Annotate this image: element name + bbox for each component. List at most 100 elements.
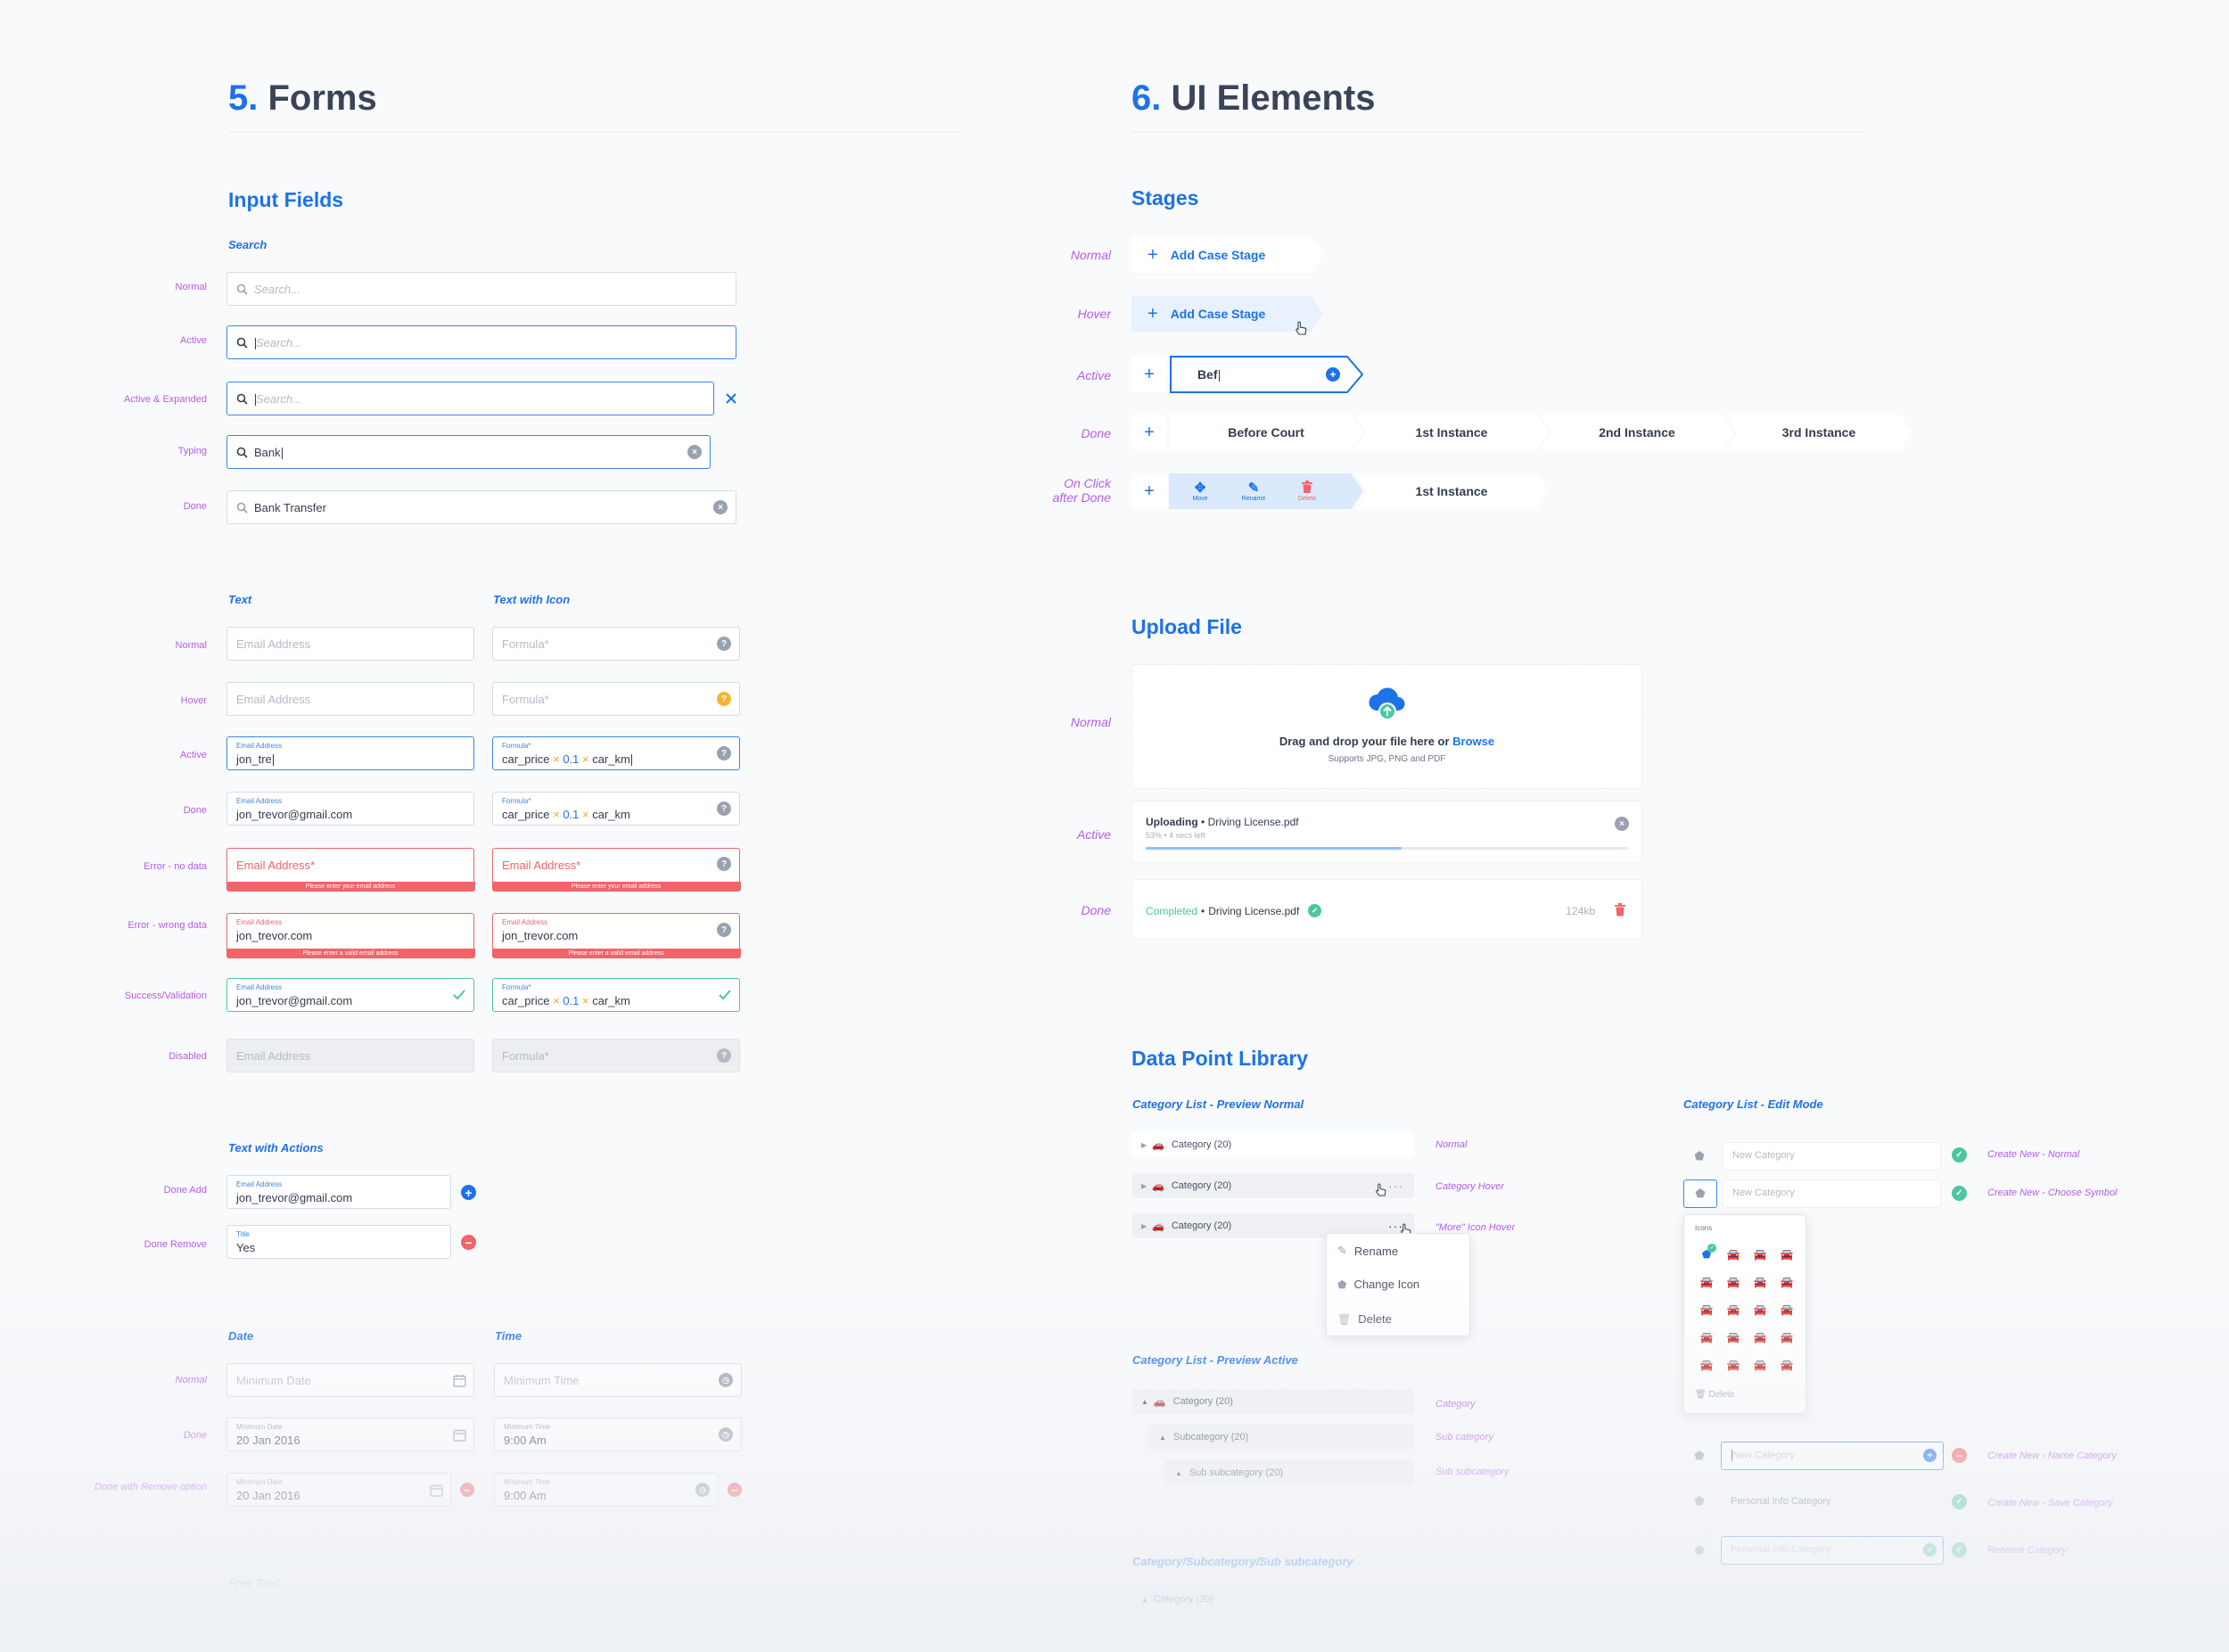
search-input-typing[interactable]: Bank × bbox=[226, 435, 711, 469]
car-icon[interactable]: 🚘 bbox=[1780, 1247, 1794, 1261]
remove-icon[interactable]: − bbox=[460, 1483, 474, 1497]
car-icon[interactable]: 🚘 bbox=[1726, 1303, 1740, 1316]
time-field-done[interactable]: Minimum Time 9:00 Am ◷ bbox=[494, 1418, 742, 1451]
subsubcategory-row[interactable]: ▲ Sub subcategory (20) bbox=[1164, 1460, 1414, 1485]
stage-1st-instance[interactable]: 1st Instance bbox=[1354, 473, 1549, 509]
pentagon-icon[interactable]: ⬟ bbox=[1683, 1179, 1717, 1208]
menu-item-delete[interactable]: 🗑 Delete bbox=[1337, 1312, 1392, 1326]
stage-before-court[interactable]: Before Court bbox=[1169, 415, 1363, 450]
car-icon[interactable]: 🚘 bbox=[1753, 1247, 1767, 1261]
formula-field-done[interactable]: Formula* car_price × 0.1 × car_km? bbox=[492, 792, 740, 826]
help-icon[interactable]: ? bbox=[717, 692, 731, 706]
time-field-remove[interactable]: Minimum Time 9:00 Am ◷ bbox=[494, 1473, 719, 1507]
help-icon[interactable]: ? bbox=[717, 637, 731, 651]
email-field-done-add[interactable]: Email Address jon_trevor@gmail.com bbox=[226, 1175, 451, 1209]
car-icon[interactable]: 🚘 bbox=[1753, 1358, 1767, 1371]
car-icon[interactable]: 🚘 bbox=[1753, 1303, 1767, 1316]
stage-input-active[interactable]: Bef + bbox=[1169, 355, 1365, 394]
title-field-done-remove[interactable]: Title Yes bbox=[226, 1225, 451, 1259]
new-category-name-input[interactable]: New Category + bbox=[1721, 1442, 1944, 1470]
help-icon[interactable]: ? bbox=[717, 923, 731, 937]
car-icon[interactable]: 🚘 bbox=[1753, 1275, 1767, 1288]
remove-icon[interactable]: − bbox=[461, 1235, 476, 1250]
check-circle-icon[interactable]: ✓ bbox=[1923, 1543, 1937, 1557]
car-icon[interactable]: 🚘 bbox=[1699, 1330, 1714, 1344]
clock-icon[interactable]: ◷ bbox=[719, 1427, 733, 1442]
date-field-remove[interactable]: Minimum Date 20 Jan 2016 bbox=[226, 1473, 451, 1507]
browse-link[interactable]: Browse bbox=[1452, 735, 1495, 748]
personal-info-category[interactable]: Personal Info Category bbox=[1731, 1496, 1831, 1507]
car-icon[interactable]: 🚘 bbox=[1780, 1303, 1794, 1316]
trash-icon[interactable] bbox=[1613, 901, 1627, 917]
picker-delete[interactable]: 🗑 Delete bbox=[1695, 1390, 1735, 1400]
rename-action[interactable]: ✎ Rename bbox=[1241, 480, 1266, 502]
upload-dropzone[interactable]: Drag and drop your file here or Browse S… bbox=[1131, 664, 1642, 789]
add-circle-icon[interactable]: + bbox=[1326, 367, 1340, 382]
calendar-icon[interactable] bbox=[429, 1483, 443, 1497]
calendar-icon[interactable] bbox=[452, 1373, 466, 1387]
clear-icon[interactable]: × bbox=[713, 500, 728, 514]
car-icon[interactable]: 🚘 bbox=[1699, 1275, 1714, 1288]
add-case-stage-button-hover[interactable]: + Add Case Stage bbox=[1131, 296, 1323, 332]
email-field-success[interactable]: Email Address jon_trevor@gmail.com bbox=[226, 978, 474, 1012]
remove-icon[interactable]: − bbox=[1952, 1448, 1967, 1463]
formula-field-success[interactable]: Formula* car_price × 0.1 × car_km bbox=[492, 978, 740, 1012]
menu-item-rename[interactable]: ✎ Rename bbox=[1337, 1244, 1399, 1258]
subcategory-row[interactable]: ▲ Subcategory (20) bbox=[1148, 1425, 1414, 1450]
add-icon[interactable]: + bbox=[461, 1185, 476, 1200]
close-icon[interactable] bbox=[722, 390, 740, 407]
remove-icon[interactable]: − bbox=[728, 1483, 742, 1497]
car-icon[interactable]: 🚘 bbox=[1780, 1330, 1794, 1344]
pentagon-icon[interactable]: ⬟ bbox=[1694, 1149, 1705, 1163]
time-field-normal[interactable]: Minimum Time ◷ bbox=[494, 1363, 742, 1397]
car-icon[interactable]: 🚘 bbox=[1726, 1275, 1740, 1288]
email-field-done[interactable]: Email Address jon_trevor@gmail.com bbox=[226, 792, 474, 826]
stage-3rd-instance[interactable]: 3rd Instance bbox=[1725, 415, 1912, 450]
formula-field-normal[interactable]: Formula*? bbox=[492, 627, 740, 661]
car-icon[interactable]: 🚘 bbox=[1699, 1358, 1714, 1371]
stage-2nd-instance[interactable]: 2nd Instance bbox=[1540, 415, 1734, 450]
check-circle-icon[interactable]: ✓ bbox=[1952, 1186, 1967, 1201]
add-stage-button[interactable]: + bbox=[1131, 415, 1167, 450]
stage-1st-instance[interactable]: 1st Instance bbox=[1354, 415, 1549, 450]
clock-icon[interactable]: ◷ bbox=[695, 1483, 710, 1497]
new-category-input[interactable]: New Category bbox=[1723, 1179, 1941, 1208]
check-circle-icon[interactable]: ✓ bbox=[1952, 1542, 1967, 1557]
car-icon[interactable]: 🚘 bbox=[1753, 1330, 1767, 1344]
date-field-done[interactable]: Minimum Date 20 Jan 2016 bbox=[226, 1418, 474, 1451]
clock-icon[interactable]: ◷ bbox=[719, 1373, 733, 1387]
rename-category-input[interactable]: Personal Info Category ✓ bbox=[1721, 1536, 1944, 1565]
car-icon[interactable]: 🚘 bbox=[1780, 1358, 1794, 1371]
selected-pentagon-icon[interactable]: ⬟ ✓ bbox=[1702, 1243, 1717, 1261]
pentagon-icon[interactable]: ⬟ bbox=[1694, 1449, 1705, 1462]
car-icon[interactable]: 🚘 bbox=[1699, 1303, 1714, 1316]
car-icon[interactable]: 🚘 bbox=[1726, 1247, 1740, 1261]
formula-field-error-empty[interactable]: Email Address*? Please enter your email a… bbox=[491, 848, 741, 892]
car-icon[interactable]: 🚘 bbox=[1726, 1358, 1740, 1371]
formula-field-error-invalid[interactable]: Email Address jon_trevor.com? Please enter… bbox=[491, 913, 741, 958]
car-icon[interactable]: 🚘 bbox=[1780, 1275, 1794, 1288]
new-category-input[interactable]: New Category bbox=[1723, 1142, 1941, 1171]
check-circle-icon[interactable]: ✓ bbox=[1952, 1494, 1967, 1509]
help-icon[interactable]: ? bbox=[717, 857, 731, 871]
email-field-normal[interactable]: Email Address bbox=[226, 627, 474, 661]
category-row[interactable]: ▶ 🚗 Category (20) bbox=[1132, 1132, 1414, 1157]
search-input-active[interactable]: Search... bbox=[226, 325, 736, 359]
cancel-icon[interactable]: × bbox=[1615, 817, 1629, 831]
search-input-done[interactable]: Bank Transfer × bbox=[226, 490, 736, 524]
add-case-stage-button[interactable]: + Add Case Stage bbox=[1131, 237, 1323, 273]
category-row-hover[interactable]: ▶ 🚗 Category (20) ··· bbox=[1132, 1173, 1414, 1198]
calendar-icon[interactable] bbox=[452, 1427, 466, 1442]
add-circle-icon[interactable]: + bbox=[1923, 1449, 1937, 1462]
search-input-expanded[interactable]: Search... bbox=[226, 382, 714, 415]
category-row-active[interactable]: ▲ 🚗 Category (20) bbox=[1132, 1389, 1414, 1414]
email-field-active[interactable]: Email Address jon_tre bbox=[226, 736, 474, 770]
more-icon[interactable]: ··· bbox=[1388, 1179, 1403, 1193]
clear-icon[interactable]: × bbox=[687, 445, 702, 459]
help-icon[interactable]: ? bbox=[717, 801, 731, 816]
formula-field-hover[interactable]: Formula*? bbox=[492, 682, 740, 716]
add-stage-button[interactable]: + bbox=[1131, 473, 1167, 509]
category-path-row[interactable]: ▲ Category (20) bbox=[1132, 1587, 1414, 1612]
date-field-normal[interactable]: Minimum Date bbox=[226, 1363, 474, 1397]
check-circle-icon[interactable]: ✓ bbox=[1952, 1147, 1967, 1163]
